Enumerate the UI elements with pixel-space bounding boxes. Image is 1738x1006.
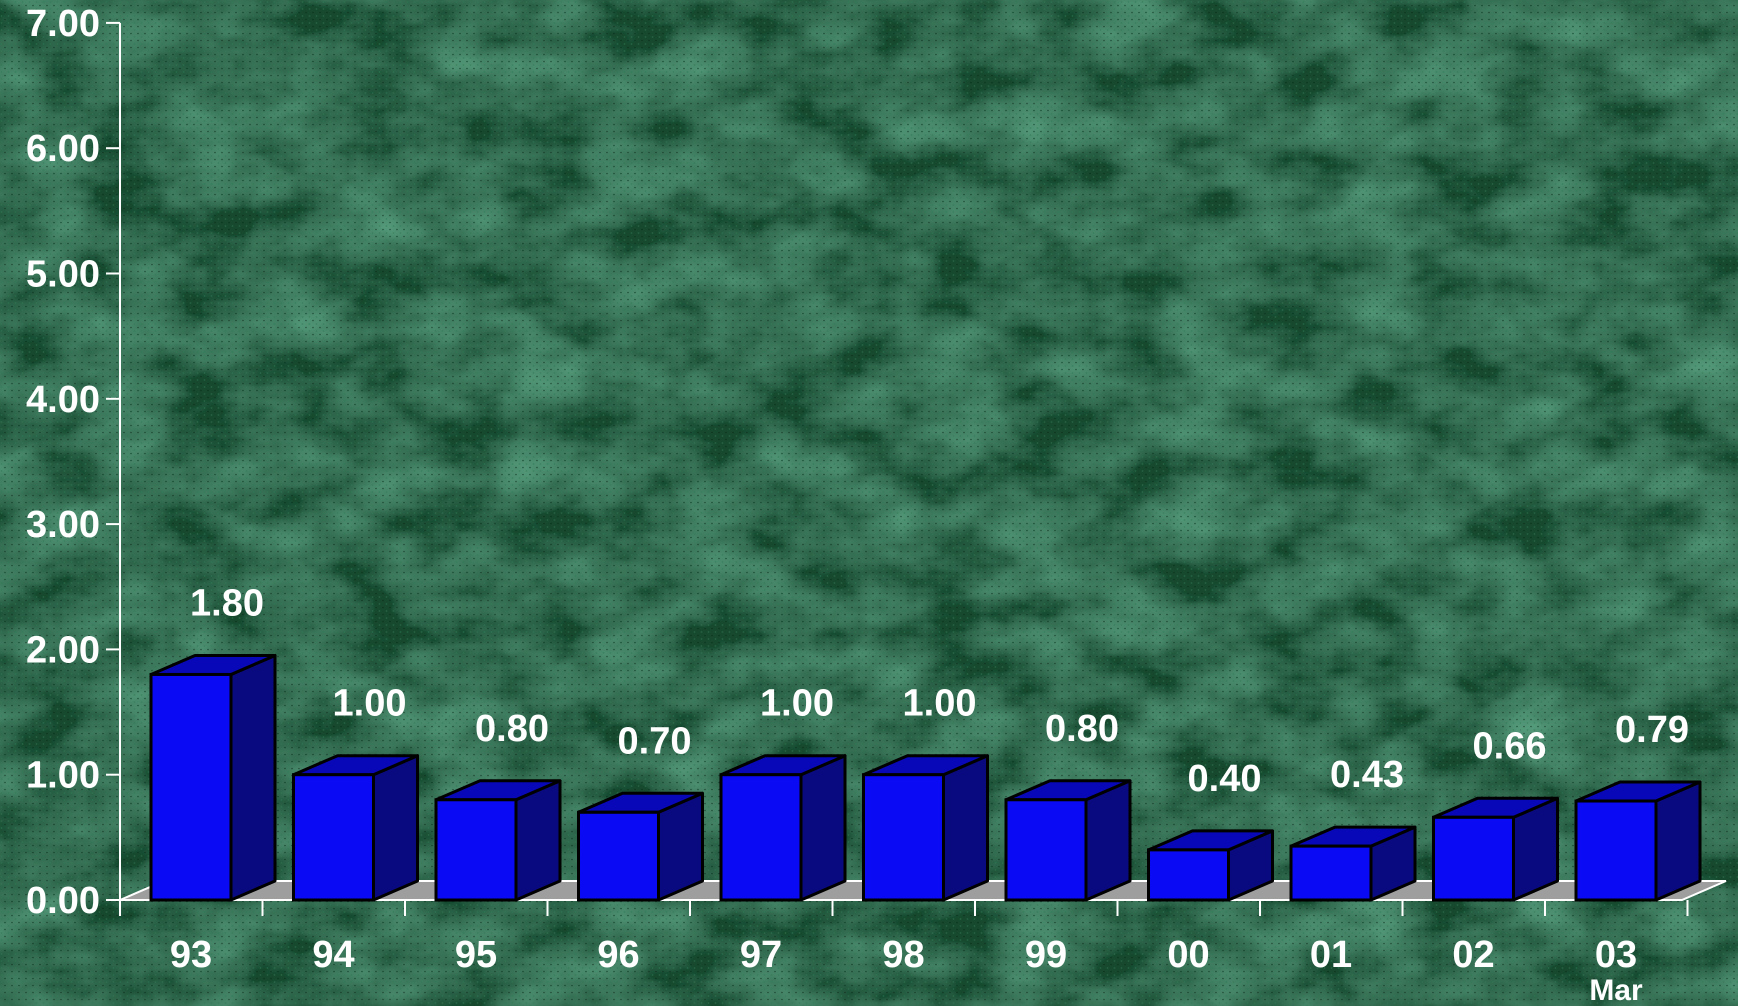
bar (434, 779, 562, 902)
bar-side (229, 653, 277, 902)
bar-front (577, 810, 660, 902)
data-label: 1.00 (333, 683, 407, 725)
x-tick-label: 97 (740, 934, 782, 976)
y-tick-label: 1.00 (26, 755, 100, 797)
y-tick-label: 7.00 (26, 3, 100, 45)
x-tick-label: 94 (312, 934, 354, 976)
bar-side (514, 779, 562, 902)
bar-front (862, 773, 945, 902)
bar-front (1147, 848, 1230, 902)
bar (1004, 779, 1132, 902)
bar (1289, 825, 1417, 902)
y-tick-label: 5.00 (26, 254, 100, 296)
bar-side (799, 754, 847, 902)
bar (1432, 796, 1559, 902)
data-label: 0.40 (1188, 758, 1262, 800)
x-tick-label: 01 (1310, 934, 1352, 976)
data-label: 1.00 (760, 683, 834, 725)
x-tick-sublabel: Mar (1589, 974, 1643, 1006)
bar-side (1084, 779, 1132, 902)
bar-side (372, 754, 419, 902)
y-tick-label: 2.00 (26, 629, 100, 671)
bar-front (719, 773, 803, 902)
bar (292, 754, 419, 902)
data-label: 0.66 (1473, 725, 1547, 767)
bar-front (1432, 815, 1515, 902)
x-tick-label: 02 (1452, 934, 1494, 976)
x-tick-label: 99 (1025, 934, 1067, 976)
data-label: 0.80 (1045, 708, 1119, 750)
x-tick-label: 03 (1595, 934, 1637, 976)
bar-front (149, 672, 233, 902)
bar-front (434, 798, 518, 902)
bar-front (1004, 798, 1088, 902)
bar (577, 791, 704, 902)
bar-front (292, 773, 375, 902)
bar (1147, 829, 1274, 902)
x-tick-label: 98 (882, 934, 924, 976)
data-label: 1.00 (903, 683, 977, 725)
data-label: 0.43 (1330, 754, 1404, 796)
x-tick-label: 96 (597, 934, 639, 976)
x-tick-label: 93 (170, 934, 212, 976)
data-label: 1.80 (190, 582, 264, 624)
data-label: 0.79 (1615, 709, 1689, 751)
y-tick-label: 0.00 (26, 880, 100, 922)
bar-front (1289, 844, 1373, 902)
bar (862, 754, 989, 902)
y-tick-label: 4.00 (26, 379, 100, 421)
bar (149, 653, 277, 902)
bar-front (1574, 799, 1658, 902)
x-tick-label: 95 (455, 934, 497, 976)
data-label: 0.70 (618, 720, 692, 762)
y-tick-label: 3.00 (26, 504, 100, 546)
bar-side (942, 754, 989, 902)
bar (1574, 780, 1702, 902)
bar (719, 754, 847, 902)
data-label: 0.80 (475, 708, 549, 750)
y-tick-label: 6.00 (26, 128, 100, 170)
x-tick-label: 00 (1167, 934, 1209, 976)
